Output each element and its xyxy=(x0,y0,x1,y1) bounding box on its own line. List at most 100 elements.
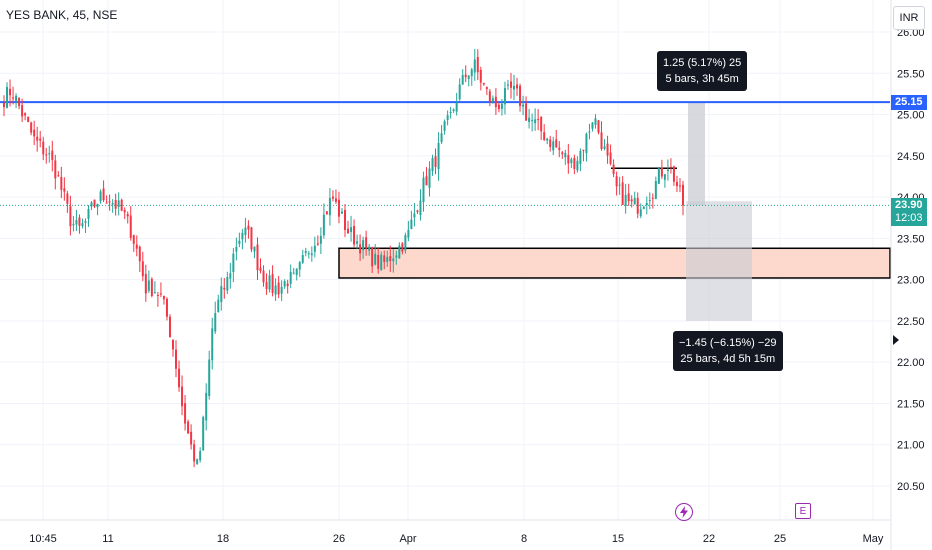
candle xyxy=(331,190,334,202)
candle-body xyxy=(165,298,168,317)
candle xyxy=(561,150,564,159)
candle-body xyxy=(434,156,437,167)
candle-body xyxy=(334,198,337,202)
candle xyxy=(570,157,573,169)
candle xyxy=(90,201,93,211)
candle-body xyxy=(425,176,428,186)
candle xyxy=(639,203,642,219)
time-axis[interactable]: 10:45 11 18 26 Apr 8 15 22 25 May xyxy=(0,519,891,545)
symbol-title[interactable]: YES BANK, 45, NSE xyxy=(6,8,118,22)
candle-body xyxy=(651,197,654,199)
resistance-level-layer xyxy=(0,101,890,206)
lightning-icon[interactable] xyxy=(675,503,693,521)
candle-body xyxy=(543,132,546,141)
candle-body xyxy=(202,417,205,451)
candle-body xyxy=(45,154,48,156)
earnings-event-icon[interactable]: E xyxy=(795,503,811,519)
candle-body xyxy=(567,155,570,164)
candle xyxy=(353,219,356,248)
candle-body xyxy=(606,143,609,156)
candle-body xyxy=(168,316,171,338)
candle-body xyxy=(389,256,392,262)
candle xyxy=(660,159,663,179)
candle xyxy=(165,297,168,321)
candle-body xyxy=(398,245,401,259)
candle xyxy=(241,229,244,250)
candle xyxy=(546,137,549,145)
price-axis[interactable]: 26.0025.5025.0024.5024.0023.5023.0022.50… xyxy=(890,0,925,550)
candle-body xyxy=(410,219,413,230)
candle xyxy=(316,235,319,246)
candle-body xyxy=(295,268,298,275)
upper-measure-change: 1.25 (5.17%) 25 xyxy=(663,57,742,69)
candle xyxy=(232,247,235,282)
candle xyxy=(337,191,340,224)
candle xyxy=(452,108,455,113)
candle-body xyxy=(519,85,522,107)
candle-body xyxy=(482,82,485,85)
lower-measure-tooltip: −1.45 (−6.15%) −29 25 bars, 4d 5h 15m xyxy=(673,331,783,371)
candle-body xyxy=(63,188,66,192)
candle xyxy=(591,121,594,132)
candle xyxy=(383,250,386,270)
candle xyxy=(96,203,99,216)
candle xyxy=(283,279,286,289)
candle xyxy=(132,234,135,252)
candle xyxy=(648,192,651,210)
candle-body xyxy=(344,210,347,231)
candle-body xyxy=(534,119,537,124)
candle xyxy=(168,314,171,338)
currency-button[interactable]: INR xyxy=(893,6,925,30)
candle xyxy=(543,124,546,142)
candle-body xyxy=(531,119,534,121)
upper-measure-tooltip: 1.25 (5.17%) 25 5 bars, 3h 45m xyxy=(657,51,748,91)
candle-body xyxy=(615,176,618,187)
candle xyxy=(552,136,555,156)
candle-body xyxy=(301,255,304,263)
candle xyxy=(235,237,238,261)
y-tick-label: 25.50 xyxy=(897,68,925,80)
candle xyxy=(111,199,114,213)
candle xyxy=(612,159,615,178)
candle-body xyxy=(247,225,250,230)
candle-body xyxy=(135,244,138,249)
x-tick-label: 10:45 xyxy=(29,533,57,545)
candle xyxy=(15,93,18,109)
candle-body xyxy=(678,185,681,187)
candle-body xyxy=(217,299,220,313)
candle xyxy=(434,148,437,175)
candle xyxy=(36,126,39,152)
candle-body xyxy=(347,228,350,234)
candle xyxy=(217,294,220,313)
candle xyxy=(455,92,458,116)
candle xyxy=(226,271,229,295)
candle-body xyxy=(33,129,36,137)
candle-body xyxy=(525,103,528,121)
candle-body xyxy=(259,267,262,272)
candle-body xyxy=(42,141,45,155)
candle xyxy=(184,394,187,431)
candle-body xyxy=(386,256,389,262)
candle xyxy=(307,250,310,259)
candle xyxy=(84,218,87,234)
candle xyxy=(33,120,36,146)
candle-body xyxy=(235,246,238,252)
candle xyxy=(265,273,268,295)
candle xyxy=(428,161,431,197)
candle-body xyxy=(371,247,374,267)
candle xyxy=(344,204,347,238)
candle xyxy=(99,189,102,204)
candle-body xyxy=(175,349,178,369)
candle xyxy=(491,95,494,104)
candle xyxy=(223,277,226,299)
candle xyxy=(585,132,588,162)
candle xyxy=(672,165,675,186)
candle xyxy=(356,234,359,249)
candle-body xyxy=(356,241,359,244)
candle xyxy=(395,250,398,265)
candle xyxy=(500,98,503,116)
candle-body xyxy=(190,431,193,445)
candle xyxy=(93,199,96,209)
x-tick-label: 26 xyxy=(333,533,345,545)
